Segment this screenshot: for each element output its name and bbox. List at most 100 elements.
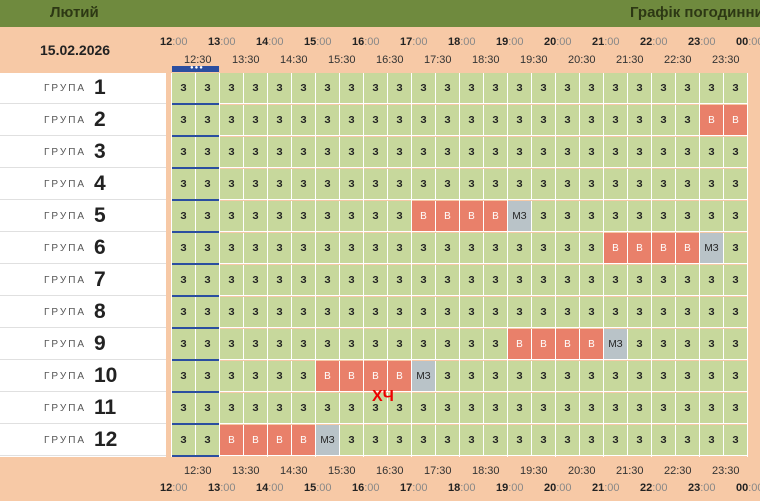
power-on-cell: З xyxy=(364,105,388,136)
power-on-cell: З xyxy=(724,329,748,360)
power-on-cell: З xyxy=(436,393,460,424)
power-on-cell: З xyxy=(676,329,700,360)
power-on-cell: З xyxy=(412,233,436,264)
current-hour-marker xyxy=(172,359,219,361)
power-on-cell: З xyxy=(700,137,724,168)
power-on-cell: З xyxy=(340,425,364,456)
hour-divider xyxy=(411,73,412,457)
power-on-cell: З xyxy=(172,169,196,200)
power-on-cell: З xyxy=(556,297,580,328)
power-on-cell: З xyxy=(316,105,340,136)
group-number: 5 xyxy=(94,204,106,227)
bottom-time-footer xyxy=(0,457,760,501)
half-hour-label: 12:30 xyxy=(184,54,212,66)
power-on-cell: З xyxy=(316,201,340,232)
power-on-cell: З xyxy=(652,329,676,360)
power-on-cell: З xyxy=(580,233,604,264)
power-on-cell: З xyxy=(244,265,268,296)
power-on-cell: З xyxy=(604,425,628,456)
power-on-cell: З xyxy=(412,297,436,328)
power-on-cell: З xyxy=(604,105,628,136)
hour-label: 21:00 xyxy=(592,482,620,494)
power-on-cell: З xyxy=(580,297,604,328)
group-word: ГРУПА xyxy=(44,371,87,382)
power-on-cell: З xyxy=(196,201,220,232)
power-on-cell: З xyxy=(244,393,268,424)
power-on-cell: З xyxy=(316,233,340,264)
power-on-cell: З xyxy=(292,137,316,168)
power-on-cell: З xyxy=(316,329,340,360)
power-on-cell: З xyxy=(220,233,244,264)
power-on-cell: З xyxy=(676,201,700,232)
group-row-label: ГРУПА 5 xyxy=(0,201,166,232)
power-on-cell: З xyxy=(460,73,484,104)
power-on-cell: З xyxy=(436,233,460,264)
power-on-cell: З xyxy=(556,137,580,168)
hour-label: 22:00 xyxy=(640,482,668,494)
power-on-cell: З xyxy=(628,105,652,136)
group-row-label: ГРУПА 7 xyxy=(0,265,166,296)
power-on-cell: З xyxy=(628,297,652,328)
current-hour-marker xyxy=(172,231,219,233)
power-on-cell: З xyxy=(268,169,292,200)
power-on-cell: З xyxy=(724,73,748,104)
half-hour-label: 23:30 xyxy=(712,465,740,477)
power-on-cell: З xyxy=(436,105,460,136)
outage-cell: В xyxy=(532,329,556,360)
power-on-cell: З xyxy=(316,137,340,168)
power-on-cell: З xyxy=(268,393,292,424)
power-on-cell: З xyxy=(196,233,220,264)
power-on-cell: З xyxy=(364,233,388,264)
outage-cell: В xyxy=(580,329,604,360)
power-on-cell: З xyxy=(316,265,340,296)
power-on-cell: З xyxy=(580,73,604,104)
power-on-cell: З xyxy=(244,73,268,104)
power-on-cell: З xyxy=(676,297,700,328)
power-on-cell: З xyxy=(364,201,388,232)
power-on-cell: З xyxy=(220,361,244,392)
power-on-cell: З xyxy=(388,169,412,200)
power-on-cell: З xyxy=(436,297,460,328)
power-on-cell: З xyxy=(508,265,532,296)
power-on-cell: З xyxy=(580,169,604,200)
power-on-cell: З xyxy=(388,297,412,328)
power-on-cell: З xyxy=(484,73,508,104)
power-on-cell: З xyxy=(292,297,316,328)
power-on-cell: З xyxy=(652,169,676,200)
power-on-cell: З xyxy=(556,169,580,200)
group-word: ГРУПА xyxy=(44,179,87,190)
power-on-cell: З xyxy=(676,393,700,424)
power-on-cell: З xyxy=(292,169,316,200)
power-on-cell: З xyxy=(724,233,748,264)
power-on-cell: З xyxy=(604,169,628,200)
power-on-cell: З xyxy=(460,169,484,200)
power-on-cell: З xyxy=(364,73,388,104)
group-number: 7 xyxy=(94,268,106,291)
power-on-cell: З xyxy=(316,393,340,424)
power-on-cell: З xyxy=(220,265,244,296)
current-hour-marker xyxy=(172,135,219,137)
power-on-cell: З xyxy=(700,329,724,360)
schedule-title: Графік погодинни xyxy=(630,4,760,21)
power-on-cell: З xyxy=(388,425,412,456)
power-on-cell: З xyxy=(196,393,220,424)
group-labels-column: ГРУПА 1 ГРУПА 2 ГРУПА 3 ГРУПА 4 ГРУПА 5 ГРУПА 6 ГРУП… xyxy=(0,73,166,457)
hour-label: 14:00 xyxy=(256,36,284,48)
possible-outage-cell: МЗ xyxy=(316,425,340,456)
power-on-cell: З xyxy=(628,329,652,360)
hour-label: 15:00 xyxy=(304,482,332,494)
possible-outage-cell: МЗ xyxy=(508,201,532,232)
power-on-cell: З xyxy=(292,329,316,360)
power-on-cell: З xyxy=(676,265,700,296)
hour-label: 17:00 xyxy=(400,36,428,48)
group-row-label: ГРУПА 11 xyxy=(0,393,166,424)
power-on-cell: З xyxy=(268,201,292,232)
group-number: 3 xyxy=(94,140,106,163)
power-on-cell: З xyxy=(340,137,364,168)
power-on-cell: З xyxy=(628,137,652,168)
current-hour-marker xyxy=(172,455,219,457)
outage-cell: В xyxy=(676,233,700,264)
power-on-cell: З xyxy=(628,361,652,392)
power-on-cell: З xyxy=(460,361,484,392)
hour-label: 14:00 xyxy=(256,482,284,494)
